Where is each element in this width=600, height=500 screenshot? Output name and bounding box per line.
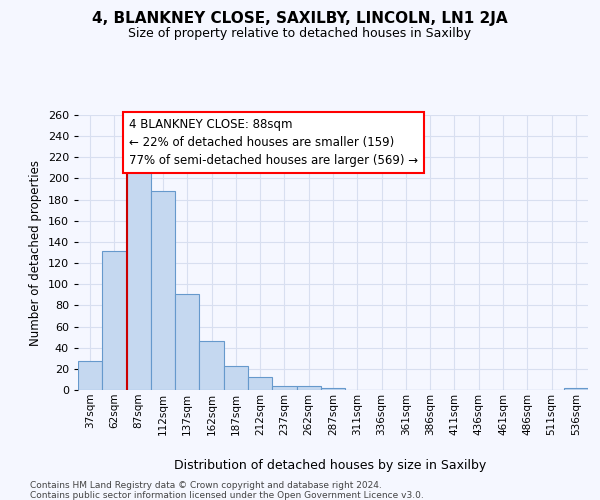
Text: 4, BLANKNEY CLOSE, SAXILBY, LINCOLN, LN1 2JA: 4, BLANKNEY CLOSE, SAXILBY, LINCOLN, LN1… <box>92 11 508 26</box>
Bar <box>151 191 175 390</box>
Text: Contains HM Land Registry data © Crown copyright and database right 2024.: Contains HM Land Registry data © Crown c… <box>30 482 382 490</box>
Bar <box>199 342 224 390</box>
Bar <box>175 294 199 390</box>
Bar <box>272 386 296 390</box>
Y-axis label: Number of detached properties: Number of detached properties <box>29 160 42 346</box>
Bar <box>564 388 588 390</box>
Bar <box>296 386 321 390</box>
Bar <box>102 252 127 390</box>
Text: Size of property relative to detached houses in Saxilby: Size of property relative to detached ho… <box>128 28 472 40</box>
Bar <box>127 166 151 390</box>
Text: Contains public sector information licensed under the Open Government Licence v3: Contains public sector information licen… <box>30 490 424 500</box>
Bar <box>224 366 248 390</box>
Bar <box>248 378 272 390</box>
Text: Distribution of detached houses by size in Saxilby: Distribution of detached houses by size … <box>174 460 486 472</box>
Text: 4 BLANKNEY CLOSE: 88sqm
← 22% of detached houses are smaller (159)
77% of semi-d: 4 BLANKNEY CLOSE: 88sqm ← 22% of detache… <box>129 118 418 167</box>
Bar <box>78 362 102 390</box>
Bar <box>321 388 345 390</box>
